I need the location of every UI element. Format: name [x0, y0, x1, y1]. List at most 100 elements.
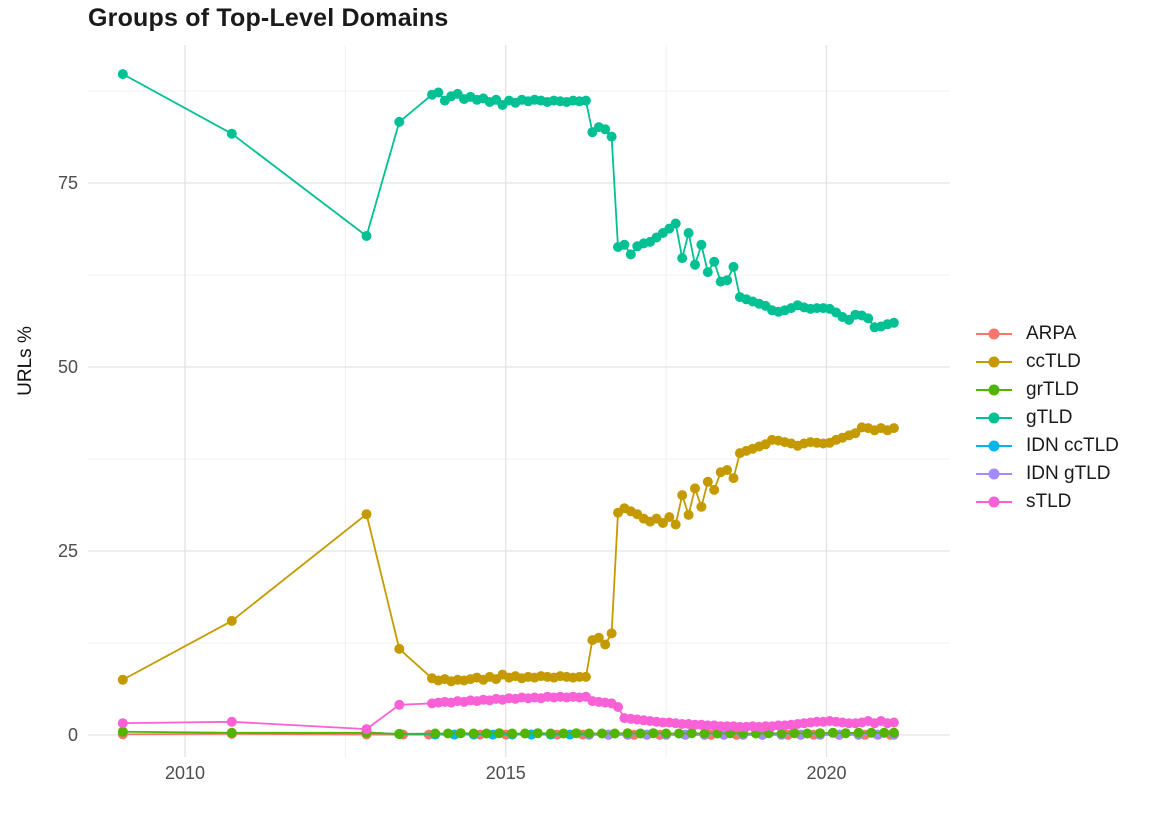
data-point-gtld: [580, 95, 591, 106]
legend-item-stld: sTLD: [974, 488, 1119, 516]
legend-label: sTLD: [1026, 491, 1072, 512]
data-point-grtld: [866, 727, 877, 738]
legend-key-icon: [976, 496, 1012, 508]
data-point-gtld: [361, 231, 372, 241]
data-point-gtld: [696, 239, 707, 250]
data-point-cctld: [670, 519, 681, 530]
data-point-cctld: [580, 671, 591, 682]
data-point-gtld: [433, 87, 444, 98]
data-point-grtld: [776, 728, 787, 739]
data-point-cctld: [702, 476, 713, 487]
data-point-gtld: [728, 261, 739, 272]
data-point-gtld: [394, 116, 405, 127]
legend-key-icon: [976, 440, 1012, 452]
legend-item-idn-cctld: IDN ccTLD: [974, 432, 1119, 460]
y-tick-label: 75: [58, 173, 78, 193]
legend-key-dot: [988, 328, 1000, 340]
legend-key-icon: [976, 328, 1012, 340]
data-point-grtld: [494, 728, 505, 739]
data-point-grtld: [117, 726, 128, 737]
data-point-grtld: [443, 728, 453, 739]
data-point-grtld: [661, 728, 672, 739]
data-point-gtld: [722, 275, 733, 286]
data-point-gtld: [709, 256, 720, 267]
y-tick-label: 50: [58, 357, 78, 377]
data-point-grtld: [815, 728, 826, 739]
data-point-gtld: [619, 239, 630, 250]
data-point-grtld: [584, 728, 595, 739]
legend-key-icon: [976, 468, 1012, 480]
data-point-cctld: [709, 484, 720, 495]
legend: ARPA ccTLD grTLD gTLD IDN ccTLD IDN gTLD sTLD: [974, 320, 1119, 516]
data-point-grtld: [635, 728, 646, 739]
legend-label: grTLD: [1026, 379, 1079, 400]
legend-key-dot: [988, 412, 1000, 424]
legend-key-dot: [988, 440, 1000, 452]
data-point-stld: [613, 702, 623, 712]
legend-item-idn-gtld: IDN gTLD: [974, 460, 1119, 488]
data-point-grtld: [468, 728, 479, 739]
legend-item-cctld: ccTLD: [974, 348, 1119, 376]
data-point-grtld: [879, 727, 890, 738]
data-point-grtld: [455, 728, 466, 739]
data-point-gtld: [600, 124, 611, 135]
data-point-grtld: [507, 728, 518, 739]
data-point-gtld: [625, 249, 636, 260]
data-point-gtld: [226, 128, 237, 139]
data-point-grtld: [430, 728, 441, 739]
data-point-gtld: [888, 317, 899, 328]
data-point-grtld: [674, 728, 684, 739]
data-point-grtld: [571, 728, 582, 739]
legend-key-dot: [988, 356, 1000, 368]
data-point-stld: [394, 699, 405, 710]
legend-key-dot: [988, 468, 1000, 480]
data-point-grtld: [481, 728, 492, 739]
data-point-cctld: [394, 643, 405, 654]
data-point-gtld: [670, 218, 681, 229]
data-point-cctld: [664, 512, 675, 523]
data-point-grtld: [802, 728, 813, 739]
data-point-grtld: [558, 728, 569, 739]
data-point-grtld: [520, 728, 530, 739]
data-point-cctld: [683, 509, 694, 520]
legend-key-icon: [976, 356, 1012, 368]
x-tick-label: 2010: [165, 763, 205, 783]
data-point-cctld: [728, 473, 739, 484]
legend-key-dot: [988, 496, 1000, 508]
data-point-cctld: [361, 509, 372, 520]
data-point-gtld: [677, 253, 688, 264]
series-line-gtld: [122, 73, 895, 329]
data-point-grtld: [686, 728, 697, 739]
legend-label: IDN gTLD: [1026, 463, 1111, 484]
y-tick-label: 25: [58, 541, 78, 561]
data-point-grtld: [840, 728, 851, 739]
data-point-grtld: [853, 727, 864, 738]
data-point-grtld: [597, 728, 607, 739]
data-point-cctld: [690, 483, 700, 494]
data-point-grtld: [827, 727, 838, 738]
x-tick-label: 2015: [486, 763, 526, 783]
legend-label: ARPA: [1026, 323, 1077, 344]
data-point-cctld: [593, 632, 604, 643]
legend-label: ccTLD: [1026, 351, 1081, 372]
data-point-gtld: [863, 313, 874, 324]
data-point-cctld: [850, 428, 861, 439]
legend-key-icon: [976, 412, 1012, 424]
data-point-grtld: [888, 727, 899, 738]
data-point-grtld: [226, 727, 237, 738]
x-tick-label: 2020: [806, 763, 846, 783]
chart-title: Groups of Top-Level Domains: [88, 4, 449, 32]
data-point-grtld: [789, 728, 800, 739]
data-point-grtld: [609, 728, 620, 739]
data-point-gtld: [690, 259, 700, 270]
data-point-gtld: [606, 131, 617, 142]
data-point-grtld: [648, 728, 659, 739]
data-point-cctld: [677, 490, 688, 501]
data-point-grtld: [532, 728, 543, 739]
data-point-gtld: [702, 267, 713, 278]
data-point-cctld: [696, 501, 707, 512]
data-point-cctld: [606, 628, 617, 639]
data-point-cctld: [226, 615, 237, 626]
